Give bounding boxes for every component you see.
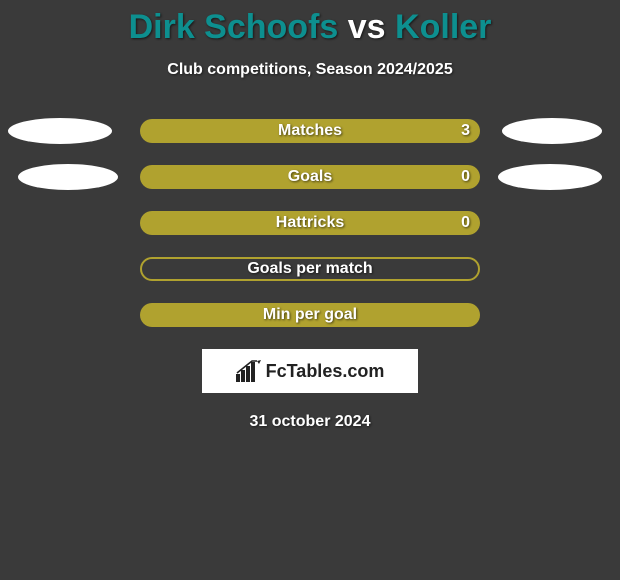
- stat-label: Goals per match: [247, 260, 372, 278]
- right-ellipse: [502, 118, 602, 144]
- stat-rows: Matches 3 Goals 0 Hattricks 0 Goals per match M…: [0, 119, 620, 327]
- stat-value: 0: [461, 214, 470, 232]
- stat-label: Matches: [278, 122, 342, 140]
- stat-value: 3: [461, 122, 470, 140]
- stat-row: Min per goal: [0, 303, 620, 327]
- stat-label: Goals: [288, 168, 332, 186]
- stat-row: Matches 3: [0, 119, 620, 143]
- right-ellipse: [498, 164, 602, 190]
- stat-value: 0: [461, 168, 470, 186]
- stat-row: Goals per match: [0, 257, 620, 281]
- subtitle: Club competitions, Season 2024/2025: [0, 61, 620, 79]
- logo-text: FcTables.com: [266, 361, 385, 382]
- stat-bar: Goals 0: [140, 165, 480, 189]
- left-ellipse: [8, 118, 112, 144]
- stat-bar: Matches 3: [140, 119, 480, 143]
- stat-row: Goals 0: [0, 165, 620, 189]
- stat-bar: Min per goal: [140, 303, 480, 327]
- player1-name: Dirk Schoofs: [129, 8, 339, 46]
- left-ellipse: [18, 164, 118, 190]
- bars-chart-icon: [236, 360, 262, 382]
- stat-label: Hattricks: [276, 214, 344, 232]
- footer-date: 31 october 2024: [0, 413, 620, 431]
- logo-box: FcTables.com: [202, 349, 418, 393]
- stat-row: Hattricks 0: [0, 211, 620, 235]
- stat-bar: Goals per match: [140, 257, 480, 281]
- vs-text: vs: [348, 8, 386, 46]
- player2-name: Koller: [395, 8, 491, 46]
- page-title: Dirk Schoofs vs Koller: [0, 0, 620, 47]
- stat-bar: Hattricks 0: [140, 211, 480, 235]
- stat-label: Min per goal: [263, 306, 357, 324]
